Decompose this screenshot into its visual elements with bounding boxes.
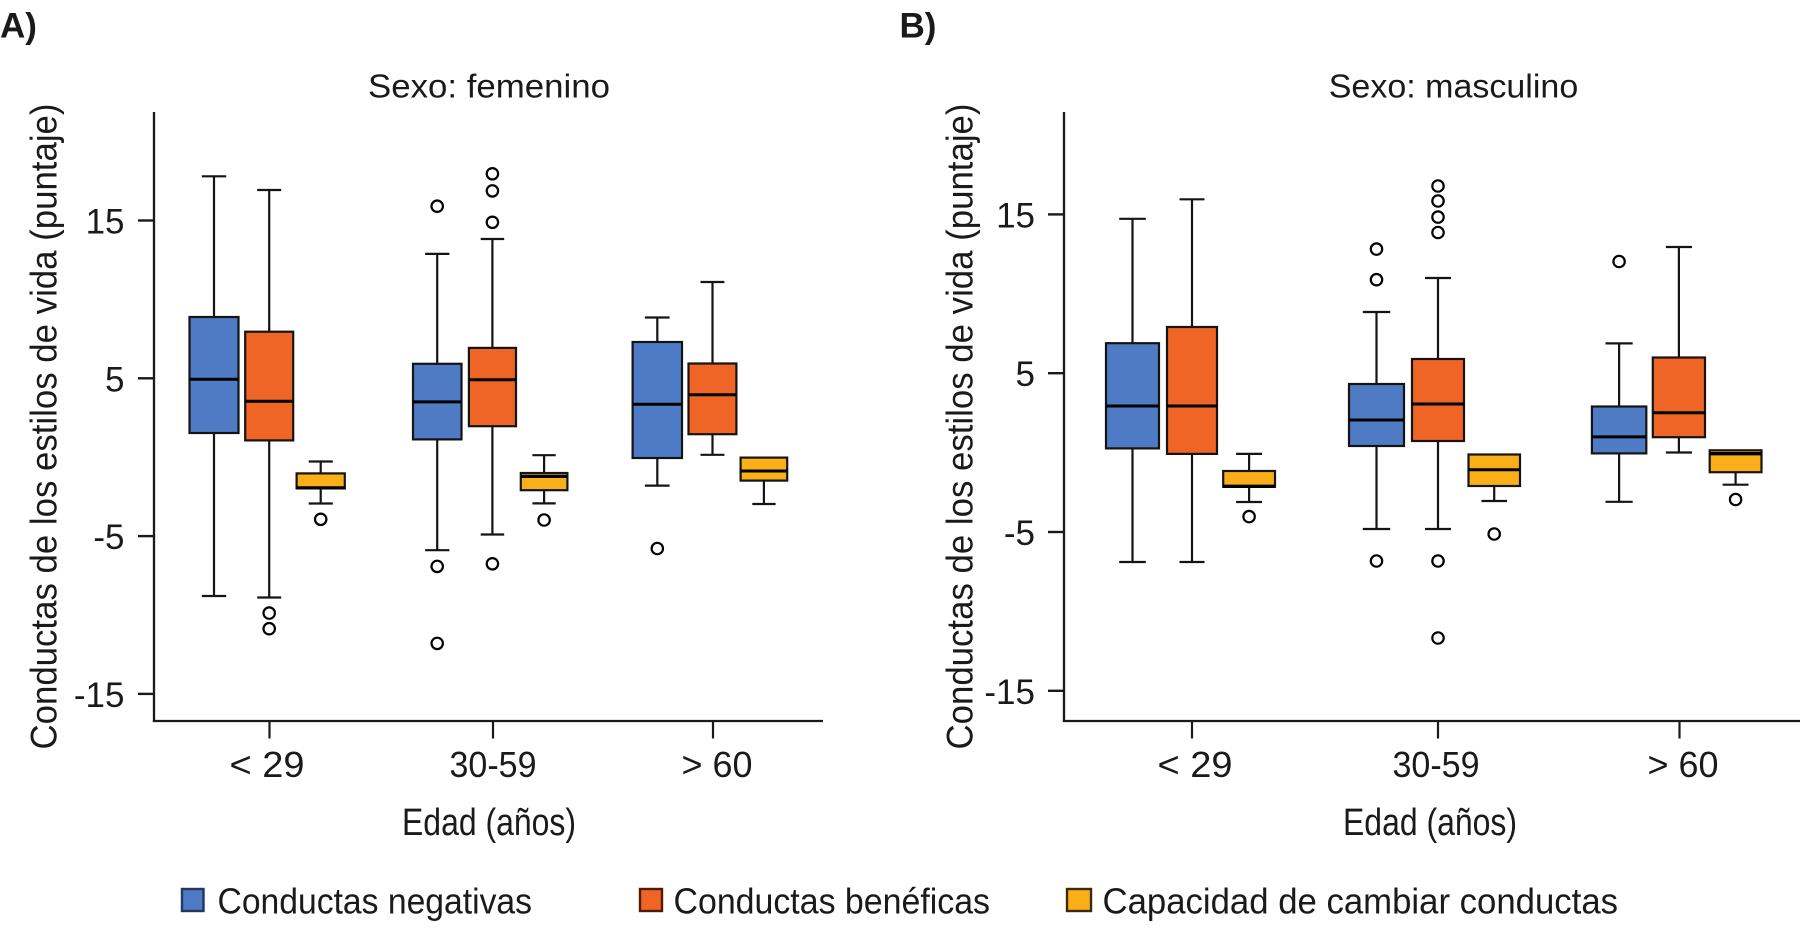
svg-text:B): B) — [900, 7, 937, 46]
svg-text:30-59: 30-59 — [1393, 744, 1480, 785]
svg-text:Conductas de los estilos de vi: Conductas de los estilos de vida (puntaj… — [939, 104, 980, 750]
svg-text:> 60: > 60 — [682, 744, 753, 785]
svg-text:Conductas benéficas: Conductas benéficas — [674, 881, 991, 922]
svg-text:> 60: > 60 — [1648, 744, 1719, 785]
svg-text:A): A) — [0, 7, 37, 46]
svg-text:< 29: < 29 — [1158, 744, 1233, 785]
svg-text:15: 15 — [86, 203, 125, 242]
svg-text:< 29: < 29 — [230, 744, 305, 785]
svg-text:5: 5 — [105, 360, 124, 399]
svg-text:Sexo: masculino: Sexo: masculino — [1329, 68, 1579, 105]
svg-text:-5: -5 — [1004, 514, 1035, 553]
svg-text:30-59: 30-59 — [450, 744, 537, 785]
svg-text:Sexo: femenino: Sexo: femenino — [368, 68, 610, 105]
svg-text:-5: -5 — [93, 518, 124, 557]
svg-text:Edad (años): Edad (años) — [402, 802, 576, 844]
svg-text:5: 5 — [1016, 355, 1035, 394]
svg-text:Conductas negativas: Conductas negativas — [218, 881, 533, 922]
svg-text:Edad (años): Edad (años) — [1343, 802, 1517, 844]
svg-text:-15: -15 — [74, 676, 125, 715]
svg-text:Conductas de los estilos de vi: Conductas de los estilos de vida (puntaj… — [24, 104, 65, 750]
svg-text:-15: -15 — [984, 673, 1035, 712]
svg-text:Capacidad de cambiar conductas: Capacidad de cambiar conductas — [1103, 881, 1619, 922]
svg-text:15: 15 — [996, 196, 1035, 235]
